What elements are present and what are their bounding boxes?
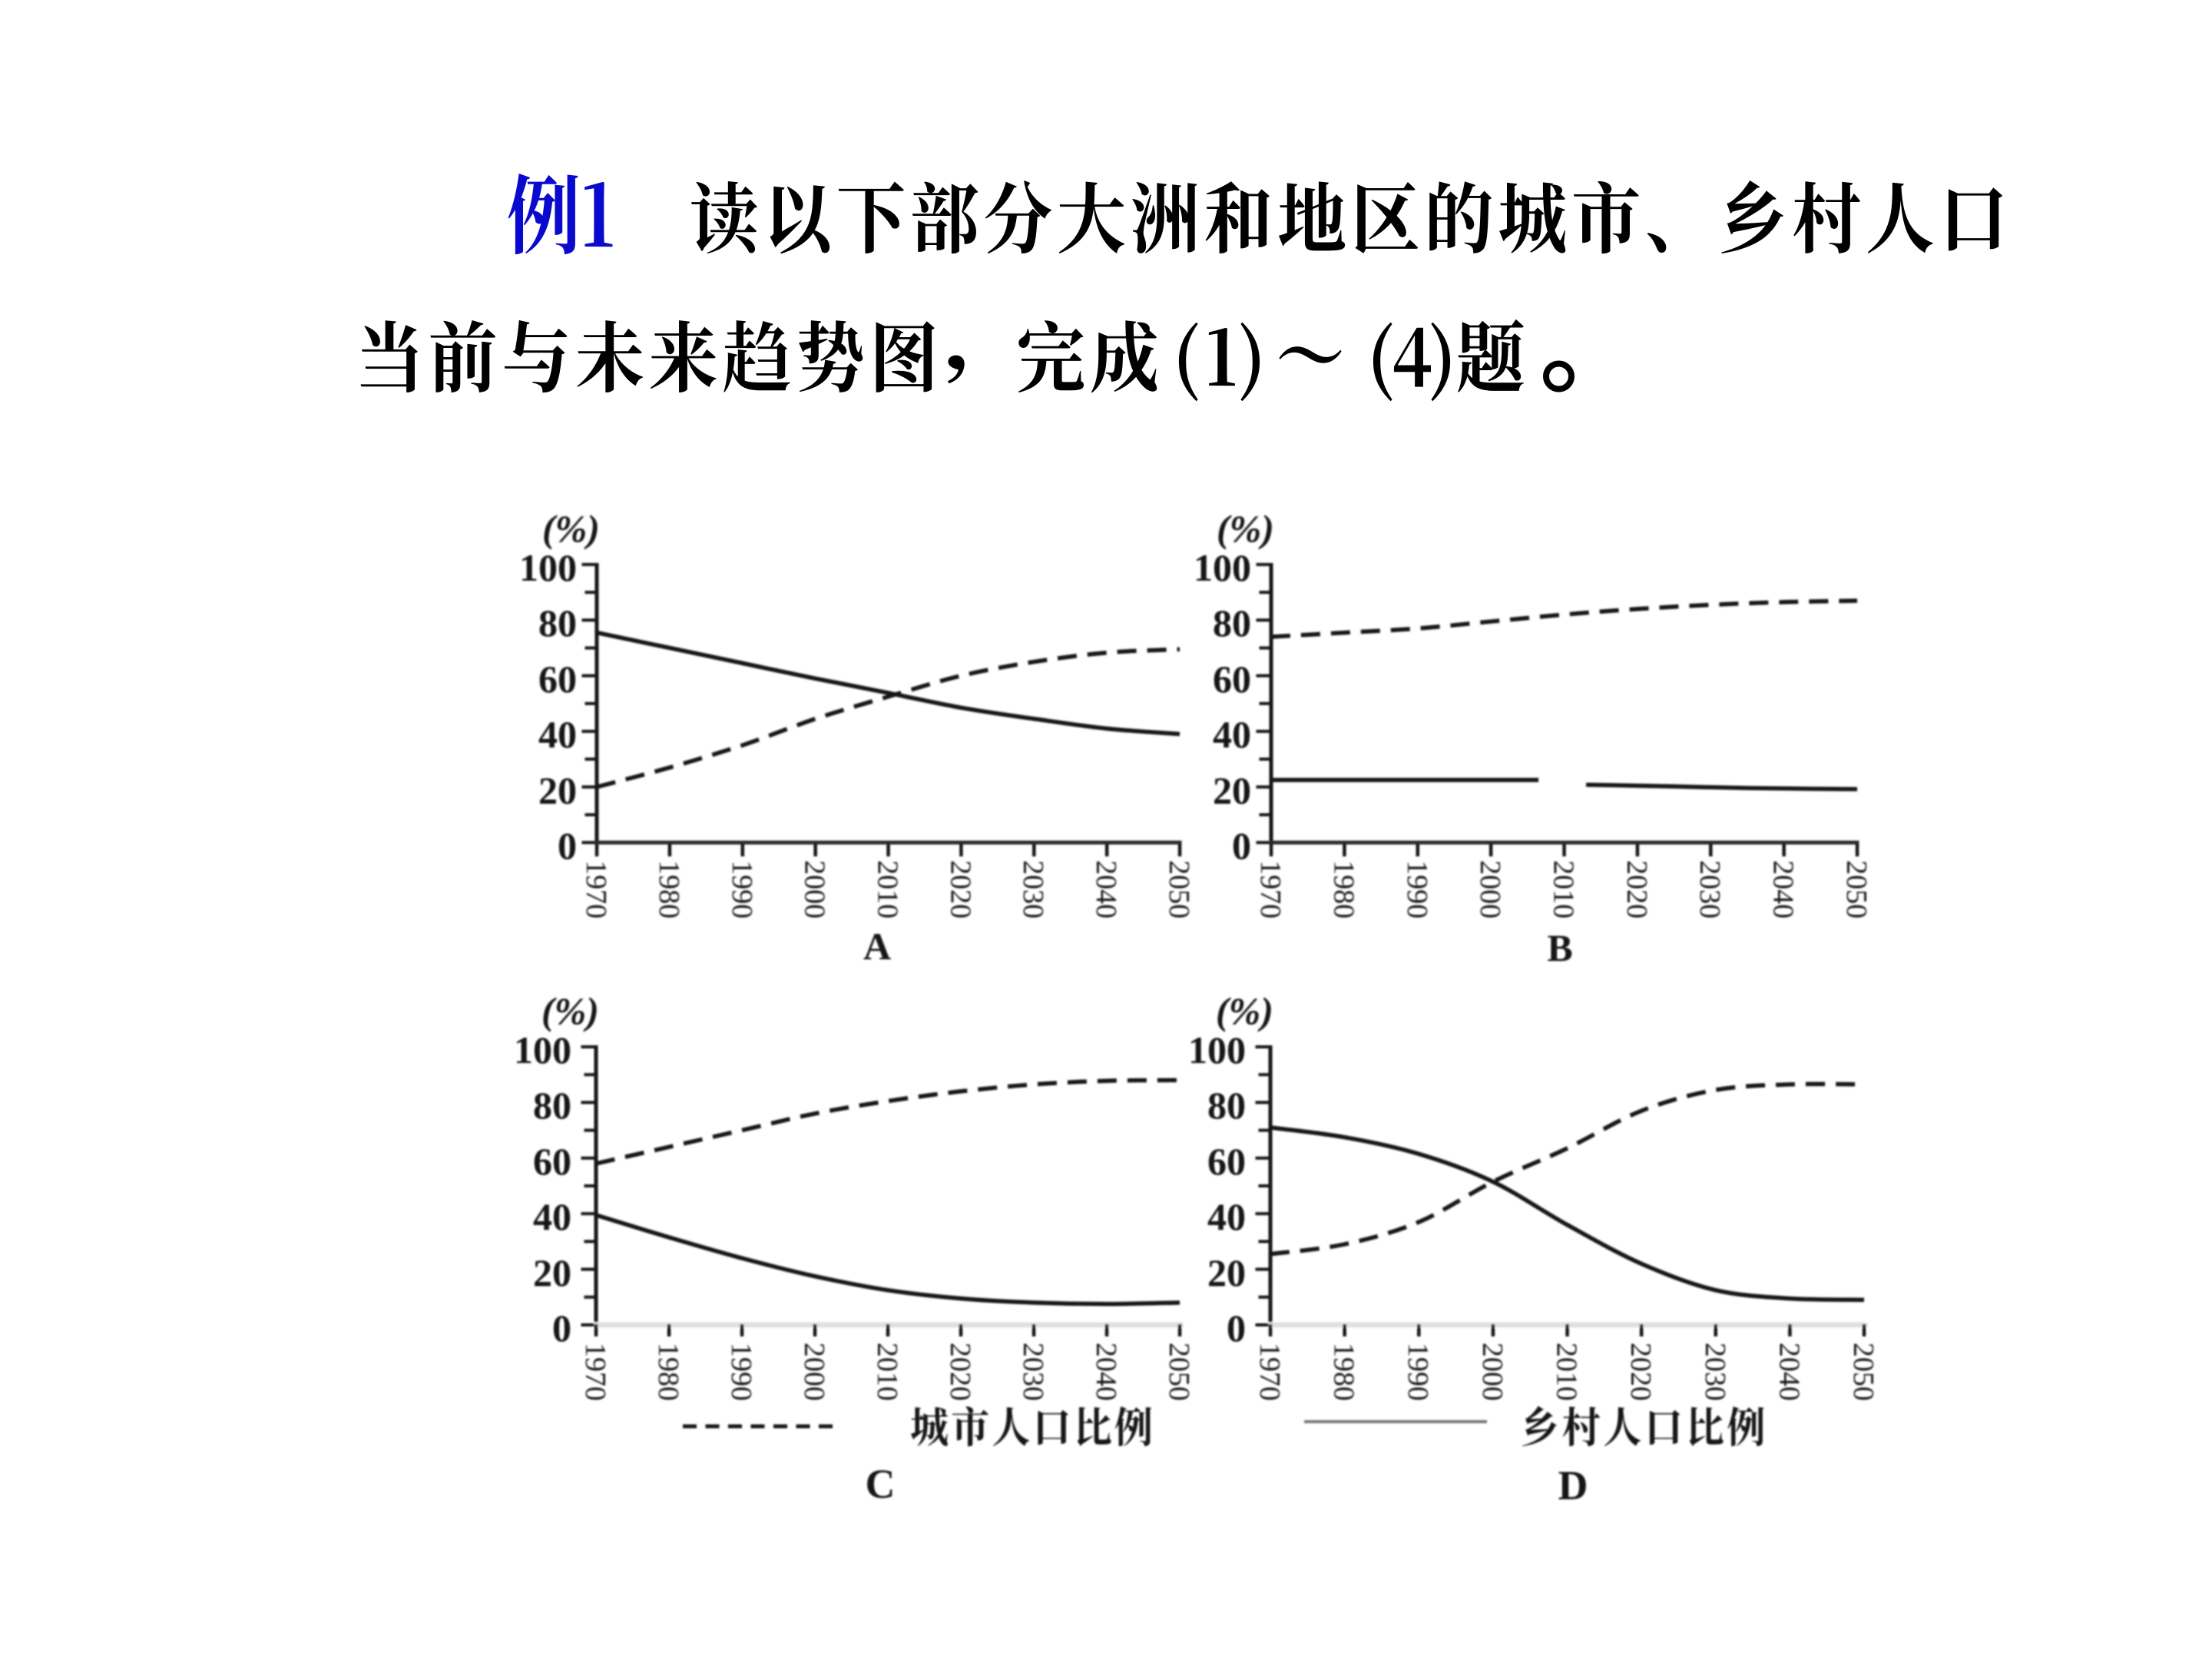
svg-text:C: C bbox=[866, 1461, 896, 1507]
svg-text:100: 100 bbox=[519, 546, 577, 589]
svg-text:2010: 2010 bbox=[871, 1343, 903, 1401]
svg-text:A: A bbox=[863, 925, 891, 968]
svg-text:20: 20 bbox=[533, 1251, 571, 1294]
svg-text:2050: 2050 bbox=[1847, 1343, 1879, 1401]
svg-text:80: 80 bbox=[1207, 1084, 1246, 1127]
svg-text:(%): (%) bbox=[541, 989, 599, 1032]
svg-text:1970: 1970 bbox=[580, 860, 612, 919]
svg-text:1980: 1980 bbox=[652, 1343, 684, 1401]
svg-text:2030: 2030 bbox=[1694, 860, 1726, 919]
svg-text:2020: 2020 bbox=[1624, 1343, 1657, 1401]
svg-text:1970: 1970 bbox=[1254, 860, 1286, 919]
svg-text:2050: 2050 bbox=[1840, 860, 1873, 919]
svg-text:(%): (%) bbox=[1217, 507, 1274, 550]
svg-text:2030: 2030 bbox=[1017, 860, 1049, 919]
svg-text:1990: 1990 bbox=[1401, 860, 1433, 919]
svg-text:1970: 1970 bbox=[579, 1343, 611, 1401]
svg-text:2040: 2040 bbox=[1090, 860, 1122, 919]
svg-text:2000: 2000 bbox=[1476, 1343, 1508, 1401]
svg-text:2050: 2050 bbox=[1163, 860, 1195, 919]
svg-text:2030: 2030 bbox=[1017, 1343, 1049, 1401]
svg-text:2030: 2030 bbox=[1699, 1343, 1731, 1401]
svg-text:20: 20 bbox=[1207, 1251, 1246, 1294]
svg-text:1980: 1980 bbox=[1327, 860, 1359, 919]
svg-text:60: 60 bbox=[1213, 657, 1251, 700]
svg-text:20: 20 bbox=[1213, 769, 1251, 812]
svg-text:2020: 2020 bbox=[1621, 860, 1653, 919]
svg-text:2000: 2000 bbox=[799, 860, 831, 919]
svg-text:2050: 2050 bbox=[1163, 1343, 1195, 1401]
svg-text:2040: 2040 bbox=[1767, 860, 1800, 919]
svg-text:80: 80 bbox=[533, 1084, 571, 1127]
svg-text:D: D bbox=[1558, 1462, 1588, 1508]
svg-text:80: 80 bbox=[538, 601, 577, 644]
svg-text:40: 40 bbox=[538, 713, 577, 756]
svg-text:0: 0 bbox=[1232, 824, 1251, 867]
svg-text:60: 60 bbox=[1207, 1140, 1246, 1183]
svg-text:2010: 2010 bbox=[1551, 1343, 1583, 1401]
svg-text:100: 100 bbox=[1194, 546, 1251, 589]
svg-text:0: 0 bbox=[1227, 1306, 1246, 1349]
svg-text:1970: 1970 bbox=[1253, 1343, 1286, 1401]
svg-text:2020: 2020 bbox=[944, 860, 976, 919]
svg-text:2010: 2010 bbox=[872, 860, 904, 919]
svg-text:1980: 1980 bbox=[1328, 1343, 1360, 1401]
svg-text:0: 0 bbox=[558, 824, 577, 867]
svg-text:0: 0 bbox=[552, 1306, 571, 1349]
svg-text:20: 20 bbox=[538, 769, 577, 812]
svg-text:1980: 1980 bbox=[653, 860, 685, 919]
svg-text:1990: 1990 bbox=[726, 860, 758, 919]
svg-text:2000: 2000 bbox=[798, 1343, 830, 1401]
svg-text:2020: 2020 bbox=[944, 1343, 976, 1401]
svg-text:(%): (%) bbox=[1216, 989, 1273, 1032]
svg-text:100: 100 bbox=[514, 1028, 571, 1071]
svg-text:2040: 2040 bbox=[1773, 1343, 1805, 1401]
svg-text:40: 40 bbox=[1207, 1195, 1246, 1238]
svg-text:100: 100 bbox=[1188, 1028, 1246, 1071]
svg-text:40: 40 bbox=[533, 1195, 571, 1238]
svg-text:B: B bbox=[1547, 926, 1572, 969]
svg-text:80: 80 bbox=[1213, 601, 1251, 644]
svg-text:2000: 2000 bbox=[1474, 860, 1506, 919]
svg-text:1990: 1990 bbox=[725, 1343, 757, 1401]
svg-text:(%): (%) bbox=[542, 507, 600, 550]
svg-text:60: 60 bbox=[533, 1140, 571, 1183]
svg-text:40: 40 bbox=[1213, 713, 1251, 756]
svg-text:1990: 1990 bbox=[1402, 1343, 1434, 1401]
svg-text:60: 60 bbox=[538, 657, 577, 700]
svg-text:2040: 2040 bbox=[1090, 1343, 1122, 1401]
svg-text:2010: 2010 bbox=[1548, 860, 1580, 919]
